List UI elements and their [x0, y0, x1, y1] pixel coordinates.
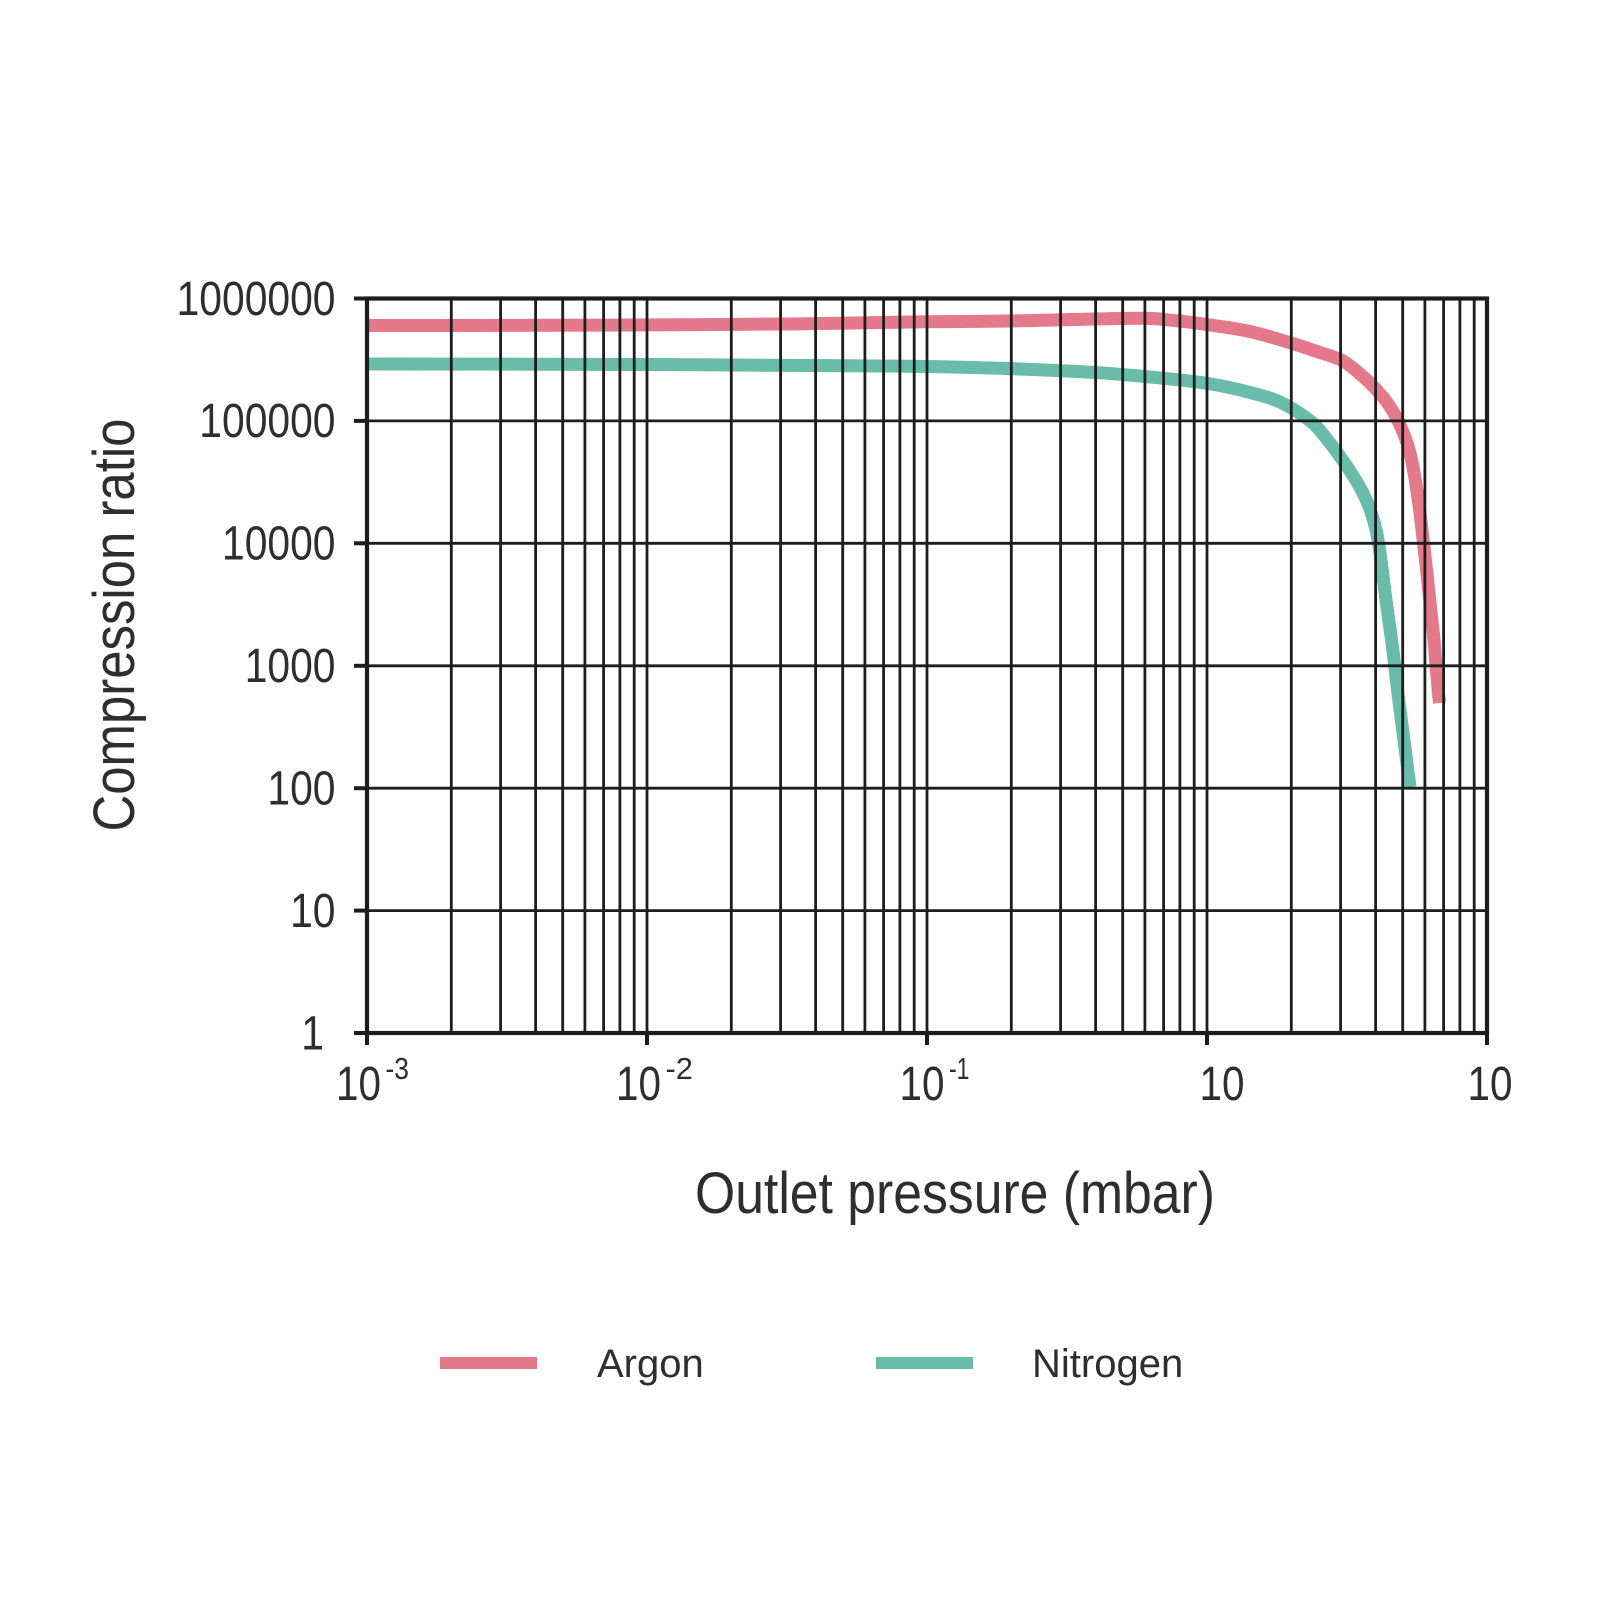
svg-text:10: 10 [900, 1058, 945, 1111]
svg-text:1000000: 1000000 [177, 273, 336, 326]
svg-text:1: 1 [301, 1007, 324, 1060]
svg-text:-1: -1 [949, 1051, 970, 1086]
svg-text:10: 10 [1468, 1058, 1513, 1111]
svg-text:10: 10 [616, 1058, 661, 1111]
svg-text:Nitrogen: Nitrogen [1032, 1342, 1183, 1386]
svg-text:100000: 100000 [199, 395, 335, 448]
svg-text:-3: -3 [386, 1051, 410, 1086]
svg-text:Compression ratio: Compression ratio [82, 419, 147, 832]
svg-text:100: 100 [267, 763, 335, 816]
svg-text:10: 10 [1200, 1058, 1245, 1111]
svg-text:10: 10 [336, 1058, 381, 1111]
svg-text:10000: 10000 [222, 518, 336, 571]
svg-text:-2: -2 [666, 1051, 694, 1086]
svg-text:1000: 1000 [245, 640, 336, 693]
svg-text:Outlet pressure (mbar): Outlet pressure (mbar) [695, 1161, 1215, 1226]
svg-text:Argon: Argon [597, 1342, 704, 1386]
svg-text:10: 10 [290, 885, 335, 938]
